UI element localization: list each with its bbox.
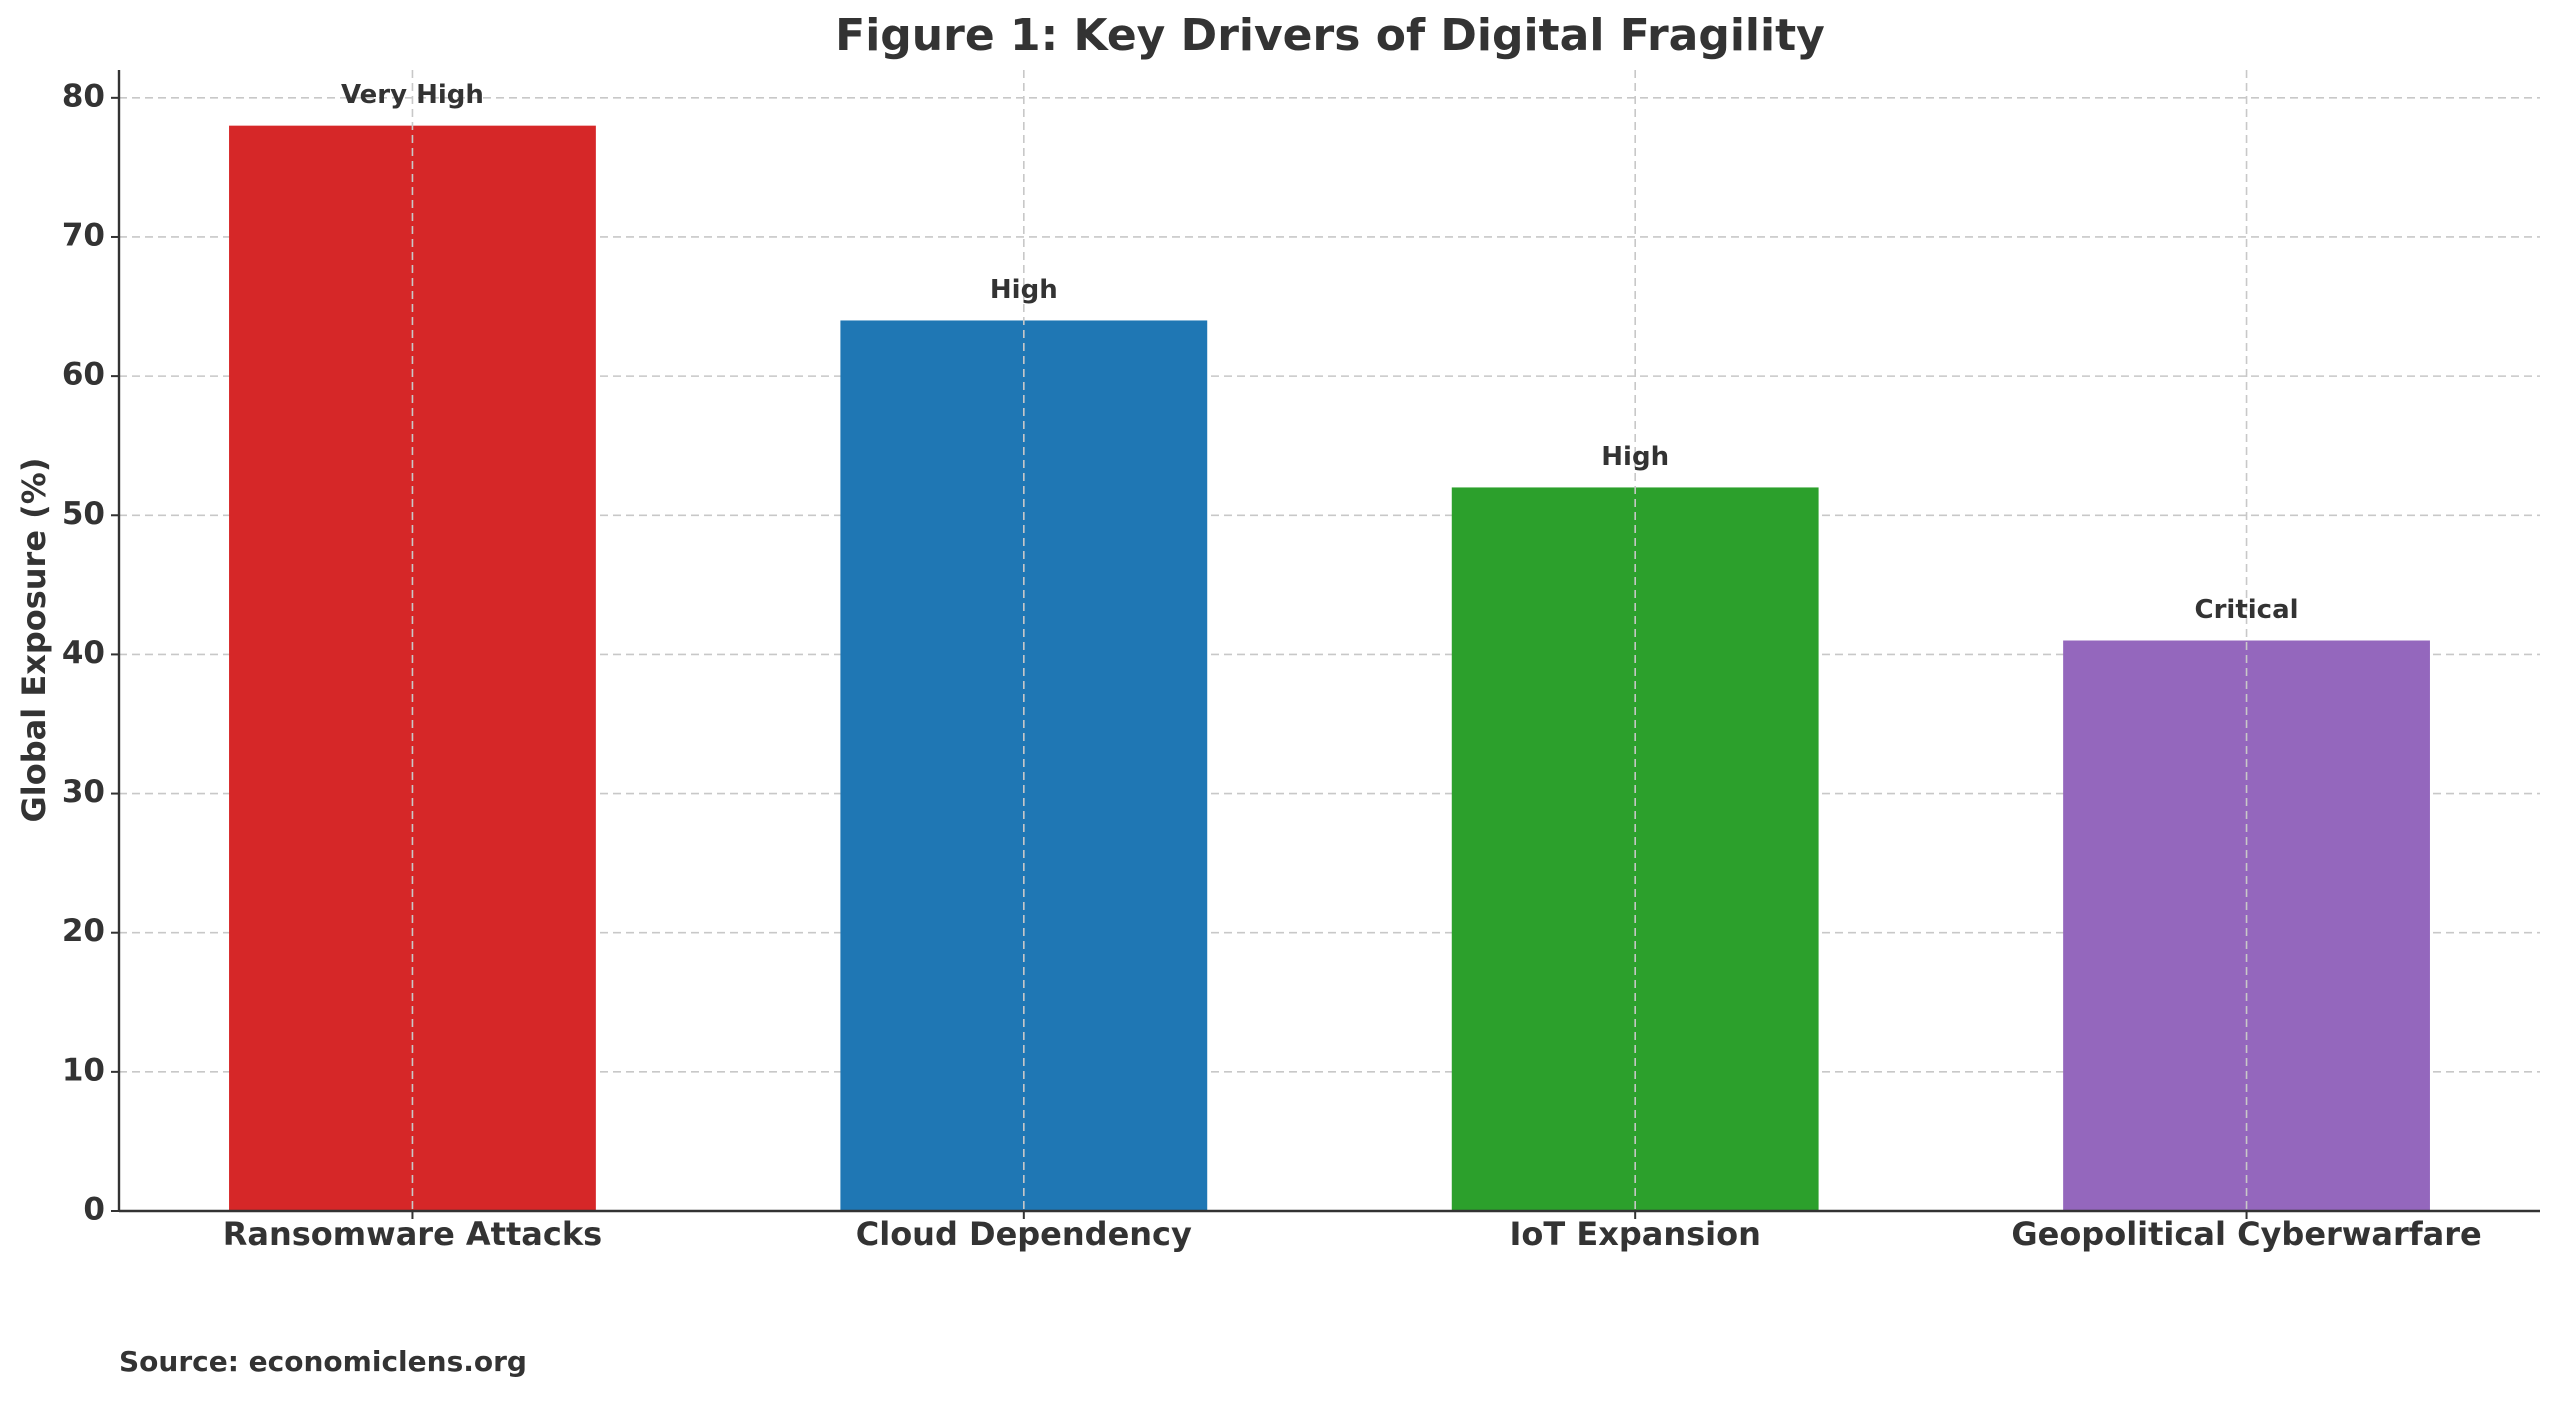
y-tick-label: 10	[62, 1052, 105, 1088]
y-tick-label: 20	[62, 913, 105, 949]
bar-annotation: High	[990, 275, 1058, 305]
y-axis-label: Global Exposure (%)	[15, 458, 53, 823]
x-tick-label: IoT Expansion	[1509, 1215, 1760, 1253]
bar-annotation: Very High	[341, 80, 484, 110]
y-tick-label: 50	[62, 496, 105, 532]
y-tick-label: 0	[83, 1192, 105, 1228]
x-tick-label: Cloud Dependency	[856, 1215, 1192, 1253]
x-tick-label: Geopolitical Cyberwarfare	[2011, 1215, 2481, 1253]
bar-annotation: Critical	[2195, 595, 2299, 625]
y-tick-label: 30	[62, 774, 105, 810]
y-tick-label: 70	[62, 217, 105, 253]
x-tick-label: Ransomware Attacks	[223, 1215, 602, 1253]
y-tick-label: 40	[62, 635, 105, 671]
y-tick-label: 80	[62, 78, 105, 114]
y-tick-label: 60	[62, 357, 105, 393]
chart-title: Figure 1: Key Drivers of Digital Fragili…	[835, 10, 1825, 61]
source-note: Source: economiclens.org	[119, 1345, 527, 1378]
bar-annotation: High	[1601, 442, 1669, 472]
